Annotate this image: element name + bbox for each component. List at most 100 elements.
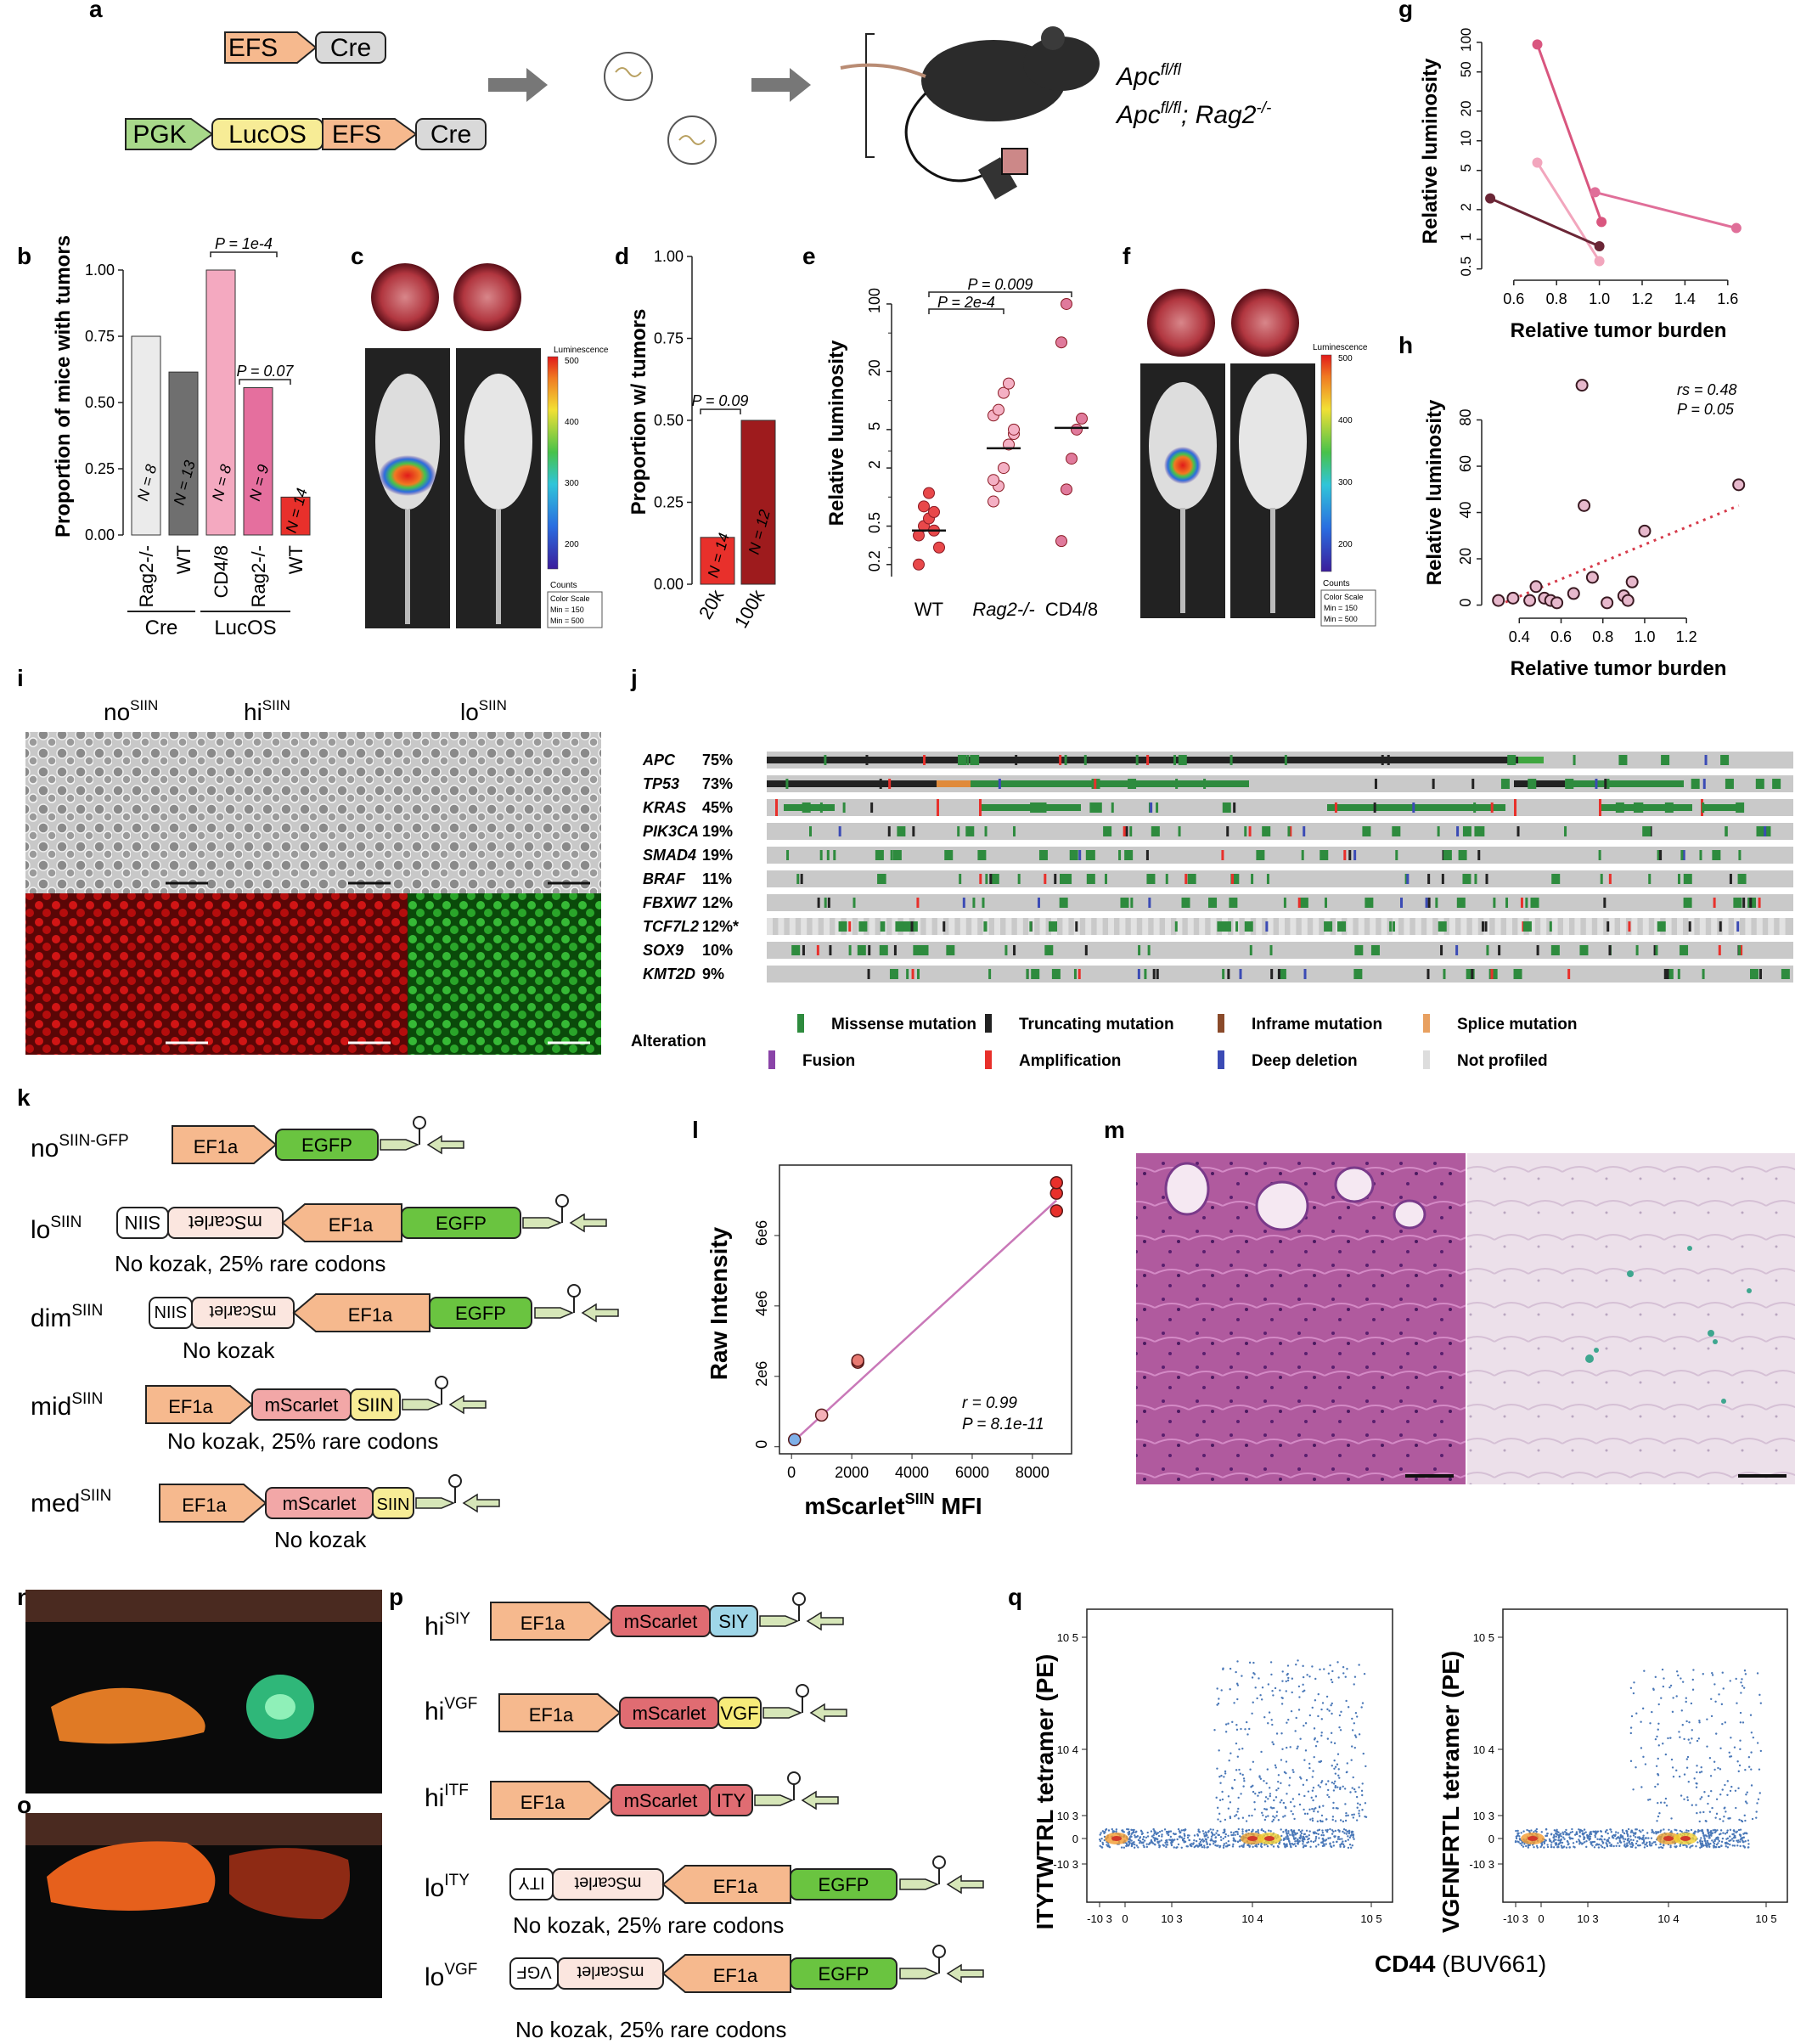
panel-label-k: k (17, 1084, 31, 1111)
q-ylabel-1: ITYTWTRL tetramer (PE) (1032, 1654, 1058, 1930)
promoter-arrow (281, 1203, 402, 1242)
part-label: EGFP (436, 1213, 487, 1234)
data-point (1076, 412, 1088, 425)
part-label: mScarlet (624, 1611, 698, 1632)
j-legend-title: Alteration (631, 1033, 706, 1050)
b-pvalue-1: P = 1e-4 (215, 235, 273, 252)
y-tick-label: 50 (1458, 61, 1474, 77)
f-endoscopy-2 (1231, 289, 1299, 357)
legend-swatch (1218, 1050, 1224, 1069)
construct-note: No kozak, 25% rare codons (513, 1912, 784, 1938)
legend-label: Deep deletion (1252, 1052, 1358, 1070)
panel-label-i: i (17, 665, 24, 691)
y-tick-label: 10 (1458, 130, 1474, 146)
x-tick-label: 20k (695, 585, 729, 622)
data-point (1625, 575, 1639, 588)
panel-label-c: c (351, 243, 364, 269)
j-gene-rows: APC 75% TP53 73% KRAS 45%PIK3CA 19% SMAD4 19% BRA… (642, 752, 1793, 983)
data-point (1061, 297, 1072, 310)
panel-label-q: q (1008, 1584, 1022, 1610)
svg-text:400: 400 (1338, 416, 1353, 425)
promoter-arrow (490, 1602, 613, 1641)
data-point (988, 495, 999, 508)
construct-note: No kozak, 25% rare codons (115, 1251, 385, 1276)
data-point (1567, 587, 1580, 600)
panel-g-line-chart: Relative luminosity Relative tumor burde… (1419, 28, 1742, 342)
part-label: EF1a (713, 1965, 758, 1986)
legend-label: Splice mutation (1457, 1016, 1577, 1033)
panel-f-imaging: Luminescence 500 400 300 200 Counts Colo… (1140, 289, 1376, 627)
data-point (1523, 594, 1537, 607)
x-tick-label: 2000 (835, 1464, 869, 1481)
efs-promoter-arrow-2 (322, 118, 418, 150)
y-tick-label: 20 (866, 359, 883, 376)
data-point (1066, 453, 1078, 465)
y-tick-label: 100 (1458, 28, 1474, 52)
data-point (1529, 580, 1543, 594)
y-tick-label: 10 4 (1473, 1743, 1494, 1756)
svg-text:Counts: Counts (550, 581, 577, 590)
part-label: EF1a (348, 1304, 393, 1326)
series-line (1489, 197, 1601, 248)
data-point (1485, 193, 1496, 204)
gene-name: KRAS (643, 799, 686, 816)
gene-track (767, 847, 1793, 864)
part-label: SIIN (155, 1302, 188, 1320)
data-point (1732, 478, 1746, 492)
legend-swatch (797, 1014, 804, 1033)
data-point (1578, 498, 1591, 512)
part-label: EGFP (819, 1874, 869, 1895)
y-tick-label: 0.5 (866, 512, 883, 533)
data-point (988, 474, 999, 487)
y-tick-label: 0.25 (654, 494, 684, 511)
panel-b-bar-chart: Proportion of mice with tumors 0.000.250… (52, 235, 311, 639)
svg-text:Counts: Counts (1323, 579, 1350, 588)
legend-swatch (985, 1014, 992, 1033)
data-point (1532, 157, 1543, 168)
bar (131, 335, 161, 536)
part-label: SIIN (377, 1495, 410, 1514)
y-tick-label: 5 (1458, 164, 1474, 172)
y-tick-label: 4e6 (753, 1291, 770, 1316)
part-label: EF1a (182, 1495, 227, 1516)
o-rfp-signal (229, 1848, 350, 1919)
y-tick-label: 40 (1457, 502, 1474, 519)
y-tick-label: 60 (1457, 455, 1474, 472)
promoter-arrow (159, 1484, 267, 1523)
y-tick-label: 0.00 (85, 526, 115, 543)
part-label: mScarlet (189, 1212, 262, 1233)
data-point (998, 386, 1010, 399)
bar (700, 537, 735, 585)
bar (243, 387, 273, 536)
cre-box (315, 31, 386, 64)
data-point (918, 500, 930, 513)
y-tick-label: 80 (1457, 408, 1474, 425)
panel-q-flow-cytometry: ITYTWTRL tetramer (PE) VGFNFRTL tetramer… (1032, 1608, 1788, 1977)
c-luminescence-signal (379, 455, 436, 496)
construct-name: medSIIN (31, 1487, 111, 1518)
y-tick-label: 100 (866, 288, 883, 313)
panel-d-bar-chart: Proportion w/ tumors 0.00 0.25 0.50 0.75 1.0… (627, 248, 776, 632)
svg-text:300: 300 (1338, 478, 1353, 487)
i-green-fluorescence-image (408, 893, 601, 1055)
n-image (25, 1590, 382, 1793)
l-axes: 0 2e6 4e6 6e6 0 2000 4000 6000 8000 (753, 1164, 1072, 1481)
x-tick-label: 8000 (1016, 1464, 1049, 1481)
panel-label-a: a (89, 0, 103, 22)
bar (168, 371, 199, 536)
l-pvalue: P = 8.1e-11 (962, 1416, 1044, 1433)
gene-name: APC (642, 752, 676, 769)
regression-line (791, 1199, 1058, 1444)
y-tick-label: 0.75 (85, 328, 115, 345)
svg-text:200: 200 (565, 540, 579, 549)
part-label: mScarlet (624, 1790, 698, 1811)
bar (205, 269, 236, 536)
x-tick-label: CD4/8 (211, 545, 232, 598)
x-tick-label: 10 3 (1577, 1912, 1598, 1925)
b-y-axis: 0.00 0.25 0.50 0.75 1.00 (85, 262, 124, 543)
panel-a-schematic: EFS Cre PGK LucOS EFS Cre Apcfl/fl (125, 26, 1271, 200)
construct-name: midSIIN (31, 1390, 103, 1421)
cds-box (790, 1957, 898, 1990)
legend-swatch (768, 1050, 775, 1069)
data-point (1506, 591, 1520, 605)
